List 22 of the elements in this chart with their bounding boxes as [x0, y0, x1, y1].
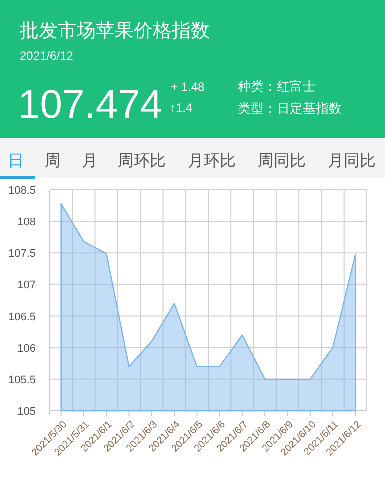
y-tick-label: 105.5: [8, 374, 36, 386]
text: 类型：日定基指数: [238, 101, 342, 116]
text: 107.474: [18, 83, 163, 127]
y-tick-label: 105: [18, 406, 36, 418]
text: 月: [82, 153, 98, 170]
text: + 1.48: [171, 80, 206, 94]
y-tick-label: 108: [18, 216, 36, 229]
chart-title: 批发市场苹果价格指数: [20, 20, 210, 42]
y-tick-label: 106.5: [8, 311, 36, 324]
text: 周环比: [118, 152, 166, 170]
chart-subtitle: 2021/6/12: [20, 49, 74, 63]
y-tick-label: 108.5: [8, 185, 36, 197]
text: 月同比: [328, 152, 376, 170]
text: ↑1.4: [170, 101, 194, 115]
y-tick-label: 106: [18, 342, 36, 355]
text: 月环比: [188, 152, 236, 170]
y-tick-label: 107: [18, 280, 36, 292]
text: 周同比: [258, 152, 306, 170]
text: 日: [8, 153, 24, 170]
text: 周: [45, 153, 61, 170]
text: 种类：红富士: [238, 79, 316, 94]
y-tick-label: 107.5: [8, 248, 36, 260]
